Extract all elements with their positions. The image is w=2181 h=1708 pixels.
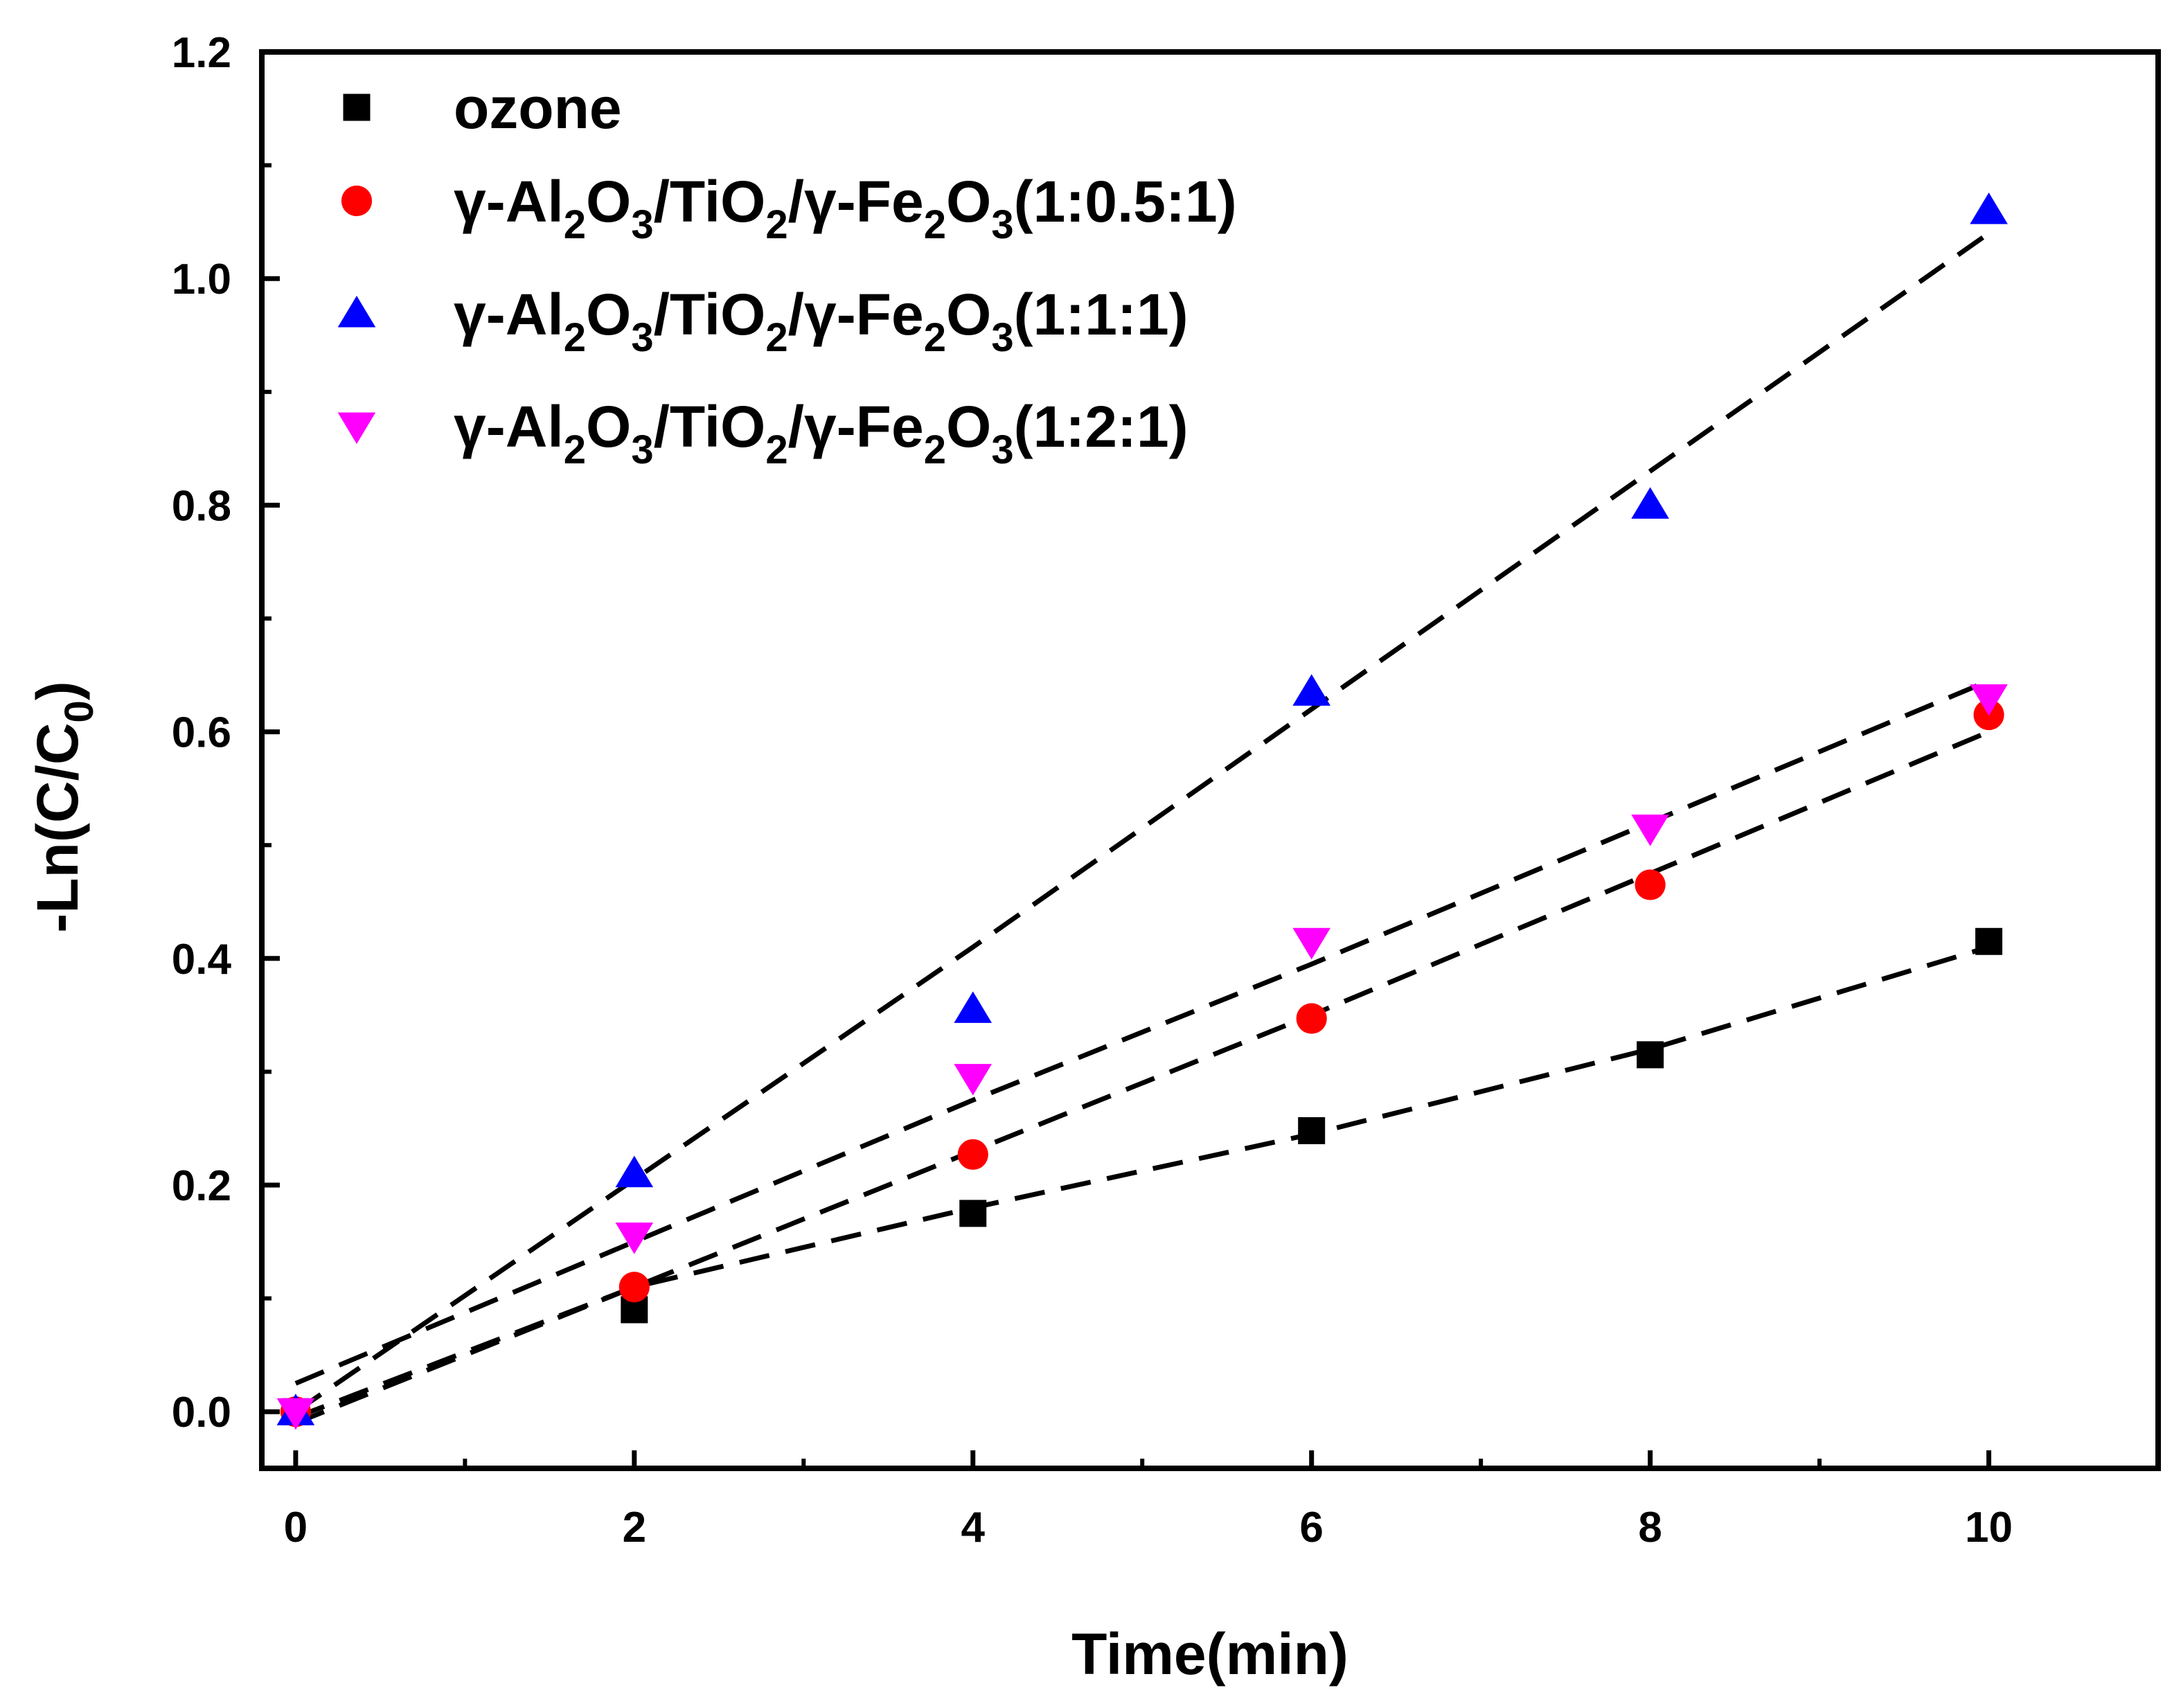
point-s2-x2: [615, 1155, 654, 1188]
y-axis: 0.0 0.2 0.4 0.6 0.8 1.0 1.2: [172, 29, 280, 1436]
legend-marker-1: [341, 185, 373, 217]
point-s0-x8: [1637, 1041, 1664, 1069]
legend-label-2: γ-Al2O3/TiO2/γ-Fe2O3(1:1:1): [454, 282, 1189, 360]
legend-marker-2: [337, 296, 376, 328]
y-tick-label-2: 0.4: [172, 936, 232, 984]
x-tick-label-4: 4: [961, 1504, 986, 1551]
plot-frame: [259, 49, 2161, 1471]
point-s3-x10: [1970, 684, 2008, 716]
x-axis: 0 2 4 6 8 10: [284, 1450, 2160, 1551]
y-axis-title-close: ): [25, 681, 90, 700]
point-s1-x6: [1296, 1003, 1327, 1034]
x-axis-title: Time(min): [1071, 1621, 1348, 1687]
legend-label-0: ozone: [454, 75, 622, 141]
legend: ozone γ-Al2O3/TiO2/γ-Fe2O3(1:0.5:1) γ-Al2O…: [337, 75, 1237, 472]
point-s2-x10: [1970, 193, 2008, 224]
y-tick-label-5: 1.0: [172, 256, 231, 303]
data-markers: [276, 193, 2008, 1430]
x-tick-label-0: 0: [284, 1504, 308, 1551]
point-s3-x8: [1631, 815, 1669, 846]
point-s3-x0: [276, 1398, 315, 1430]
point-s0-x6: [1298, 1117, 1326, 1144]
point-s3-x6: [1292, 927, 1330, 960]
point-s1-x2: [618, 1272, 650, 1303]
point-s1-x8: [1635, 869, 1666, 900]
legend-marker-0: [343, 94, 371, 121]
y-tick-label-4: 0.8: [172, 482, 231, 530]
x-tick-label-8: 8: [1638, 1504, 1662, 1551]
y-tick-label-1: 0.2: [172, 1162, 231, 1210]
point-s2-x6: [1292, 674, 1330, 706]
y-axis-title: -Ln(C/C0): [25, 681, 102, 932]
y-tick-label-3: 0.6: [172, 709, 231, 757]
x-tick-label-2: 2: [623, 1504, 646, 1551]
fit-line-2: [294, 231, 1991, 1414]
point-s2-x4: [954, 991, 992, 1023]
y-tick-label-6: 1.2: [172, 29, 231, 77]
fit-line-1: [294, 729, 1990, 1425]
y-tick-label-0: 0.0: [172, 1389, 231, 1436]
y-axis-title-sub: 0: [57, 700, 102, 722]
legend-label-1: γ-Al2O3/TiO2/γ-Fe2O3(1:0.5:1): [454, 169, 1237, 247]
y-axis-title-main: -Ln(C/C: [25, 723, 90, 933]
point-s0-x4: [959, 1200, 987, 1227]
point-s3-x4: [954, 1064, 992, 1096]
fit-lines: [294, 231, 1991, 1425]
point-s0-x10: [1975, 927, 2003, 955]
legend-marker-3: [337, 412, 376, 444]
point-s1-x4: [957, 1139, 988, 1170]
fit-line-0: [294, 945, 1990, 1420]
x-tick-label-10: 10: [1965, 1504, 2013, 1551]
x-tick-label-6: 6: [1299, 1504, 1323, 1551]
point-s2-x8: [1631, 487, 1669, 519]
fit-line-3: [294, 678, 1990, 1386]
point-s3-x2: [615, 1222, 654, 1254]
legend-label-3: γ-Al2O3/TiO2/γ-Fe2O3(1:2:1): [454, 394, 1189, 472]
